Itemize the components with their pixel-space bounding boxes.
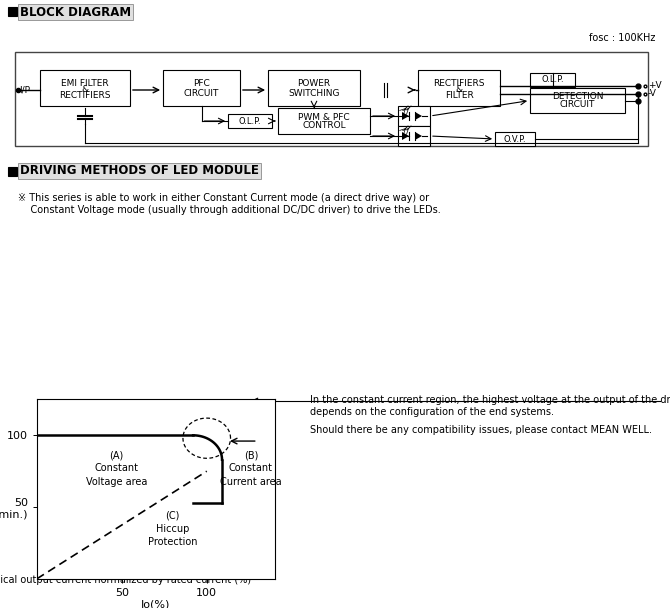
Text: DETECTION: DETECTION (552, 92, 603, 101)
Text: DRIVING METHODS OF LED MODULE: DRIVING METHODS OF LED MODULE (20, 165, 259, 178)
Polygon shape (415, 132, 422, 140)
Bar (530, 73, 575, 87)
Text: (C)
Hiccup
Protection: (C) Hiccup Protection (148, 510, 198, 547)
Text: SWITCHING: SWITCHING (288, 89, 340, 97)
Bar (398, 106, 430, 126)
Bar (398, 126, 430, 146)
Text: CIRCUIT: CIRCUIT (560, 100, 595, 109)
Text: &: & (456, 85, 462, 94)
Text: &: & (82, 85, 88, 94)
Bar (15, 52, 648, 146)
Text: I/P: I/P (19, 86, 30, 94)
Text: RECTIFIERS: RECTIFIERS (59, 91, 111, 100)
Text: In the constant current region, the highest voltage at the output of the driver: In the constant current region, the high… (310, 395, 670, 405)
Text: O.V.P.: O.V.P. (504, 134, 527, 143)
Text: (A)
Constant
Voltage area: (A) Constant Voltage area (86, 450, 147, 486)
Bar (8, 167, 17, 176)
Text: POWER: POWER (297, 80, 330, 89)
Text: Constant Voltage mode (usually through additional DC/DC driver) to drive the LED: Constant Voltage mode (usually through a… (18, 205, 441, 215)
Text: CONTROL: CONTROL (302, 120, 346, 130)
Text: PWM & PFC: PWM & PFC (298, 112, 350, 122)
Text: Typical output current normalized by rated current (%): Typical output current normalized by rat… (0, 575, 251, 585)
Text: O.L.P.: O.L.P. (239, 117, 261, 125)
Text: Should there be any compatibility issues, please contact MEAN WELL.: Should there be any compatibility issues… (310, 425, 652, 435)
Text: O.L.P.: O.L.P. (541, 75, 564, 85)
Text: EMI FILTER: EMI FILTER (61, 78, 109, 88)
Bar (530, 88, 625, 113)
Bar (40, 70, 130, 106)
Text: FILTER: FILTER (445, 91, 474, 100)
Bar (418, 70, 500, 106)
Text: depends on the configuration of the end systems.: depends on the configuration of the end … (310, 407, 554, 417)
Text: CIRCUIT: CIRCUIT (184, 89, 219, 97)
Text: +V: +V (648, 81, 662, 91)
Bar (278, 108, 370, 134)
Bar (228, 114, 272, 128)
Text: (B)
Constant
Current area: (B) Constant Current area (220, 450, 281, 486)
Bar (495, 132, 535, 146)
Polygon shape (402, 132, 409, 140)
Text: ※ This series is able to work in either Constant Current mode (a direct drive wa: ※ This series is able to work in either … (18, 193, 429, 203)
Text: BLOCK DIAGRAM: BLOCK DIAGRAM (20, 5, 131, 18)
X-axis label: Io(%): Io(%) (141, 599, 170, 608)
Bar (8, 7, 17, 16)
Bar (268, 70, 360, 106)
Polygon shape (402, 112, 409, 120)
Text: RECTIFIERS: RECTIFIERS (433, 78, 485, 88)
Text: fosc : 100KHz: fosc : 100KHz (589, 33, 655, 43)
Text: PFC: PFC (193, 80, 210, 89)
Polygon shape (415, 112, 422, 120)
Text: -V: -V (648, 89, 657, 98)
Bar (163, 70, 240, 106)
